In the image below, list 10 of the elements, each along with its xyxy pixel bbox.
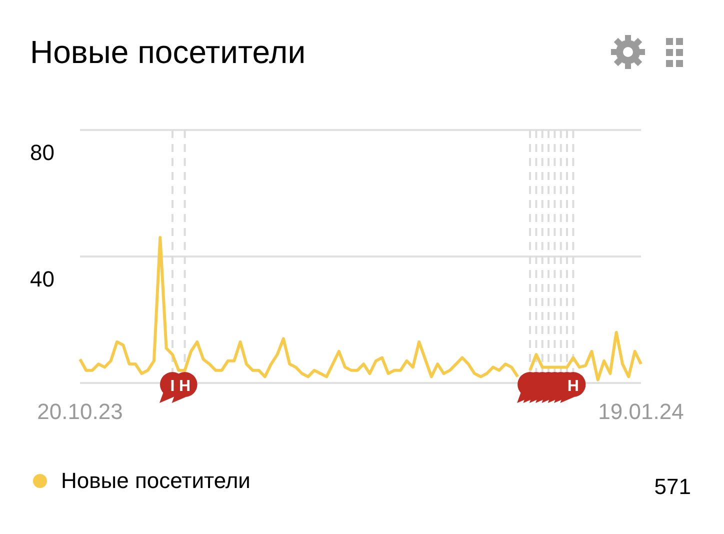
chart-title: Новые посетители xyxy=(30,34,306,70)
ref-line-label: I xyxy=(170,378,175,395)
ref-line-label: Н xyxy=(179,378,191,395)
ref-line-label: Н xyxy=(567,378,579,395)
y-tick-label: 80 xyxy=(30,140,54,165)
legend-label: Новые посетители xyxy=(61,468,250,493)
text: 571 xyxy=(654,474,691,499)
x-tick-label: 19.01.24 xyxy=(598,399,684,424)
x-tick-label: 20.10.23 xyxy=(37,399,123,424)
y-tick-label: 40 xyxy=(30,266,54,292)
